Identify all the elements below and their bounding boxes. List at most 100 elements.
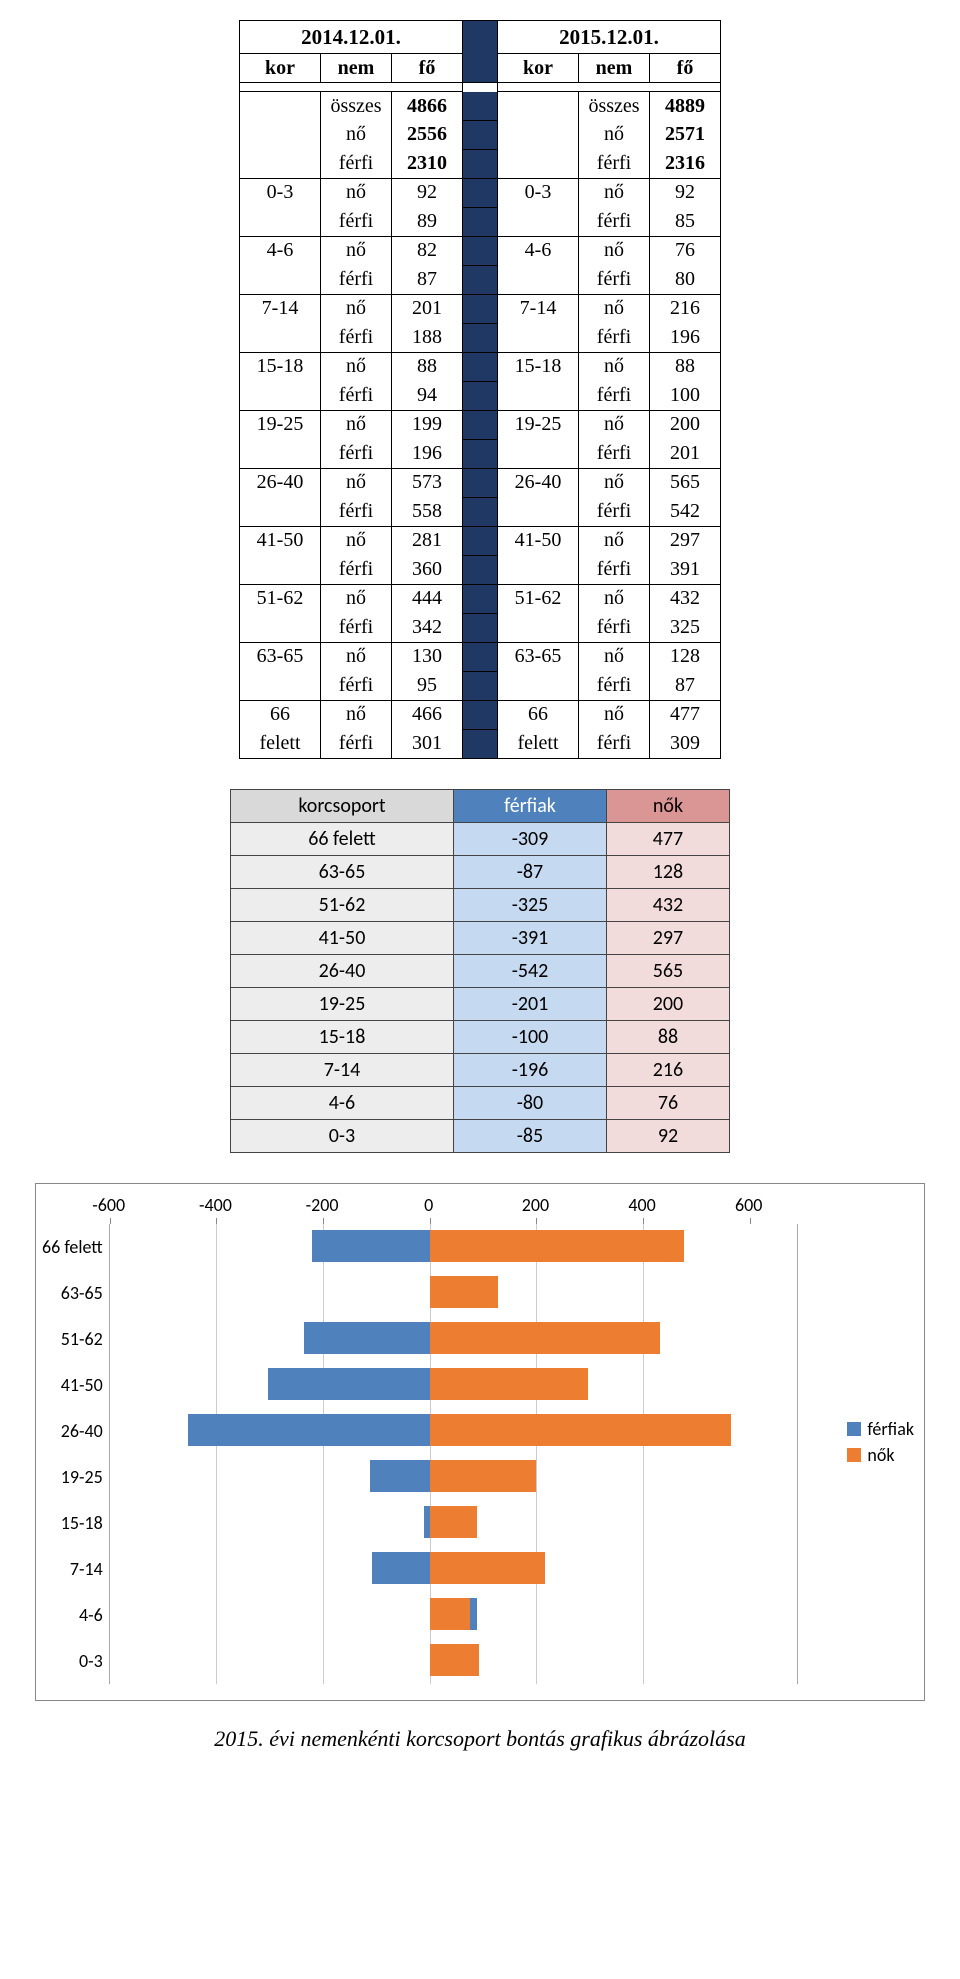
cell: férfi xyxy=(579,323,650,352)
cell xyxy=(463,410,498,439)
cell: 216 xyxy=(650,294,721,323)
cell: 360 xyxy=(392,555,463,584)
y-tick: 51-62 xyxy=(42,1316,103,1362)
cell: 2556 xyxy=(392,120,463,149)
age-group: 19-25 xyxy=(240,410,321,439)
x-tick: 200 xyxy=(522,1194,549,1216)
cell: nő xyxy=(321,642,392,671)
age-group: felett xyxy=(498,729,579,758)
cell xyxy=(463,526,498,555)
age-group xyxy=(498,555,579,584)
cell xyxy=(498,92,579,121)
cell: 100 xyxy=(650,381,721,410)
bar-row xyxy=(110,1362,797,1408)
x-axis: -600-400-2000200400600 xyxy=(109,1194,798,1224)
cell: nő xyxy=(321,178,392,207)
cell: 92 xyxy=(650,178,721,207)
cell: 128 xyxy=(607,855,730,888)
cell: 201 xyxy=(650,439,721,468)
chart-legend: férfiak nők xyxy=(847,1414,914,1470)
cell: 2571 xyxy=(650,120,721,149)
age-group xyxy=(498,613,579,642)
age-group: 41-50 xyxy=(240,526,321,555)
age-group: 51-62 xyxy=(498,584,579,613)
legend-male: férfiak xyxy=(847,1418,914,1440)
spacer-row xyxy=(240,83,721,92)
cell: 88 xyxy=(650,352,721,381)
cell: 87 xyxy=(650,671,721,700)
summary-table: korcsoport férfiak nők 66 felett-3094776… xyxy=(230,789,730,1153)
cell: férfi xyxy=(579,671,650,700)
cell: 4889 xyxy=(650,92,721,121)
bar-female xyxy=(430,1506,477,1538)
cell: 89 xyxy=(392,207,463,236)
table-row: 4-6-8076 xyxy=(231,1086,730,1119)
age-group: 15-18 xyxy=(240,352,321,381)
table-row: 19-25-201200 xyxy=(231,987,730,1020)
date-left: 2014.12.01. xyxy=(240,21,463,54)
date-right: 2015.12.01. xyxy=(498,21,721,54)
age-group xyxy=(240,613,321,642)
age-group: 63-65 xyxy=(240,642,321,671)
cell xyxy=(463,729,498,758)
y-axis-labels: 66 felett63-6551-6241-5026-4019-2515-187… xyxy=(42,1194,109,1684)
cell: 15-18 xyxy=(231,1020,454,1053)
y-tick: 0-3 xyxy=(42,1638,103,1684)
cell: férfi xyxy=(321,729,392,758)
age-group xyxy=(498,323,579,352)
cell: 92 xyxy=(392,178,463,207)
cell xyxy=(463,120,498,149)
cell: -100 xyxy=(454,1020,607,1053)
y-tick: 15-18 xyxy=(42,1500,103,1546)
bar-row xyxy=(110,1454,797,1500)
cell xyxy=(463,323,498,352)
cell: 4866 xyxy=(392,92,463,121)
table-row: 63-65-87128 xyxy=(231,855,730,888)
cell: 63-65 xyxy=(231,855,454,888)
cell: összes xyxy=(579,92,650,121)
bar-female xyxy=(430,1230,684,1262)
cell: 94 xyxy=(392,381,463,410)
cell: 565 xyxy=(650,468,721,497)
bar-row xyxy=(110,1500,797,1546)
age-group xyxy=(240,497,321,526)
age-group: 41-50 xyxy=(498,526,579,555)
age-group xyxy=(240,207,321,236)
age-group: 7-14 xyxy=(498,294,579,323)
table-row: 0-3-8592 xyxy=(231,1119,730,1152)
cell xyxy=(240,120,321,149)
cell: 196 xyxy=(392,439,463,468)
cell: -542 xyxy=(454,954,607,987)
age-group: 0-3 xyxy=(240,178,321,207)
cell: -196 xyxy=(454,1053,607,1086)
cell: -391 xyxy=(454,921,607,954)
age-group: felett xyxy=(240,729,321,758)
y-tick: 63-65 xyxy=(42,1270,103,1316)
cell xyxy=(240,92,321,121)
age-group: 51-62 xyxy=(240,584,321,613)
cell xyxy=(463,468,498,497)
cell: 558 xyxy=(392,497,463,526)
bar-female xyxy=(430,1552,545,1584)
legend-label-male: férfiak xyxy=(867,1418,914,1440)
cell xyxy=(463,497,498,526)
cell: 477 xyxy=(650,700,721,729)
cell: 2310 xyxy=(392,149,463,178)
cell: nő xyxy=(579,526,650,555)
hdr-fo-r: fő xyxy=(650,54,721,83)
cell: férfi xyxy=(321,207,392,236)
age-group xyxy=(240,439,321,468)
cell: 196 xyxy=(650,323,721,352)
cell: 82 xyxy=(392,236,463,265)
age-group: 4-6 xyxy=(240,236,321,265)
cell xyxy=(463,642,498,671)
age-group xyxy=(498,381,579,410)
mid-hdr-kor: korcsoport xyxy=(231,789,454,822)
cell: 19-25 xyxy=(231,987,454,1020)
bar-row xyxy=(110,1316,797,1362)
cell: 281 xyxy=(392,526,463,555)
cell: 199 xyxy=(392,410,463,439)
age-group: 63-65 xyxy=(498,642,579,671)
cell: férfi xyxy=(321,555,392,584)
table-row: 66 felett-309477 xyxy=(231,822,730,855)
